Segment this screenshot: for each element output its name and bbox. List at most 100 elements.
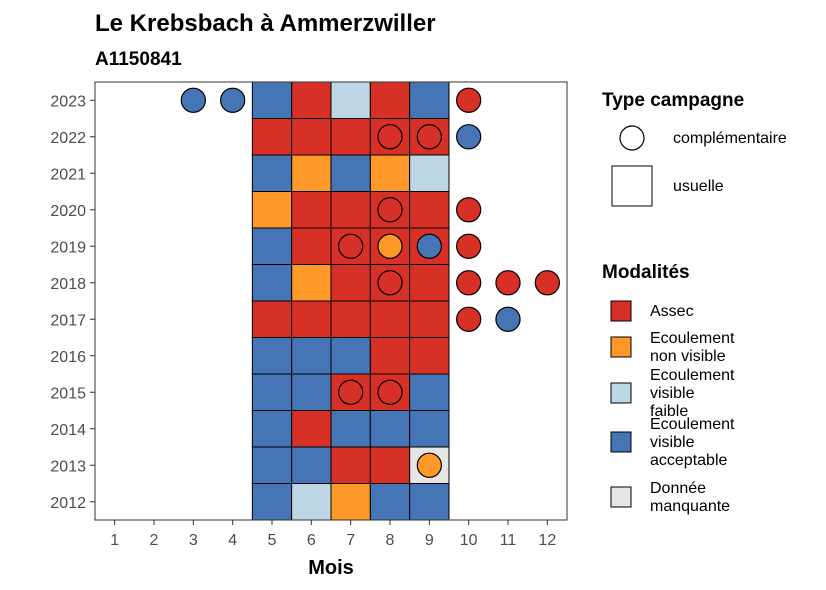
point-2018-8 (377, 270, 403, 296)
tile-2020-7 (330, 191, 371, 229)
x-tick-label: 4 (228, 532, 237, 549)
point-2022-8 (377, 124, 403, 150)
legend-label-modalite: faible (650, 403, 688, 420)
point-2023-3 (180, 87, 206, 113)
tile-2017-9 (409, 300, 450, 338)
x-tick-label: 2 (150, 532, 159, 549)
tile-2014-6 (291, 410, 332, 448)
x-tick-label: 6 (307, 532, 316, 549)
tile-2021-9 (409, 154, 450, 192)
tile-2018-6 (291, 264, 332, 302)
legend-label-modalite: Assec (650, 303, 694, 320)
tile-2016-5 (251, 337, 293, 375)
tile-2014-7 (330, 410, 371, 448)
y-tick-label: 2017 (50, 312, 86, 329)
tile-2012-5 (251, 483, 293, 521)
tile-2015-6 (291, 373, 332, 411)
legend-label-modalite: manquante (650, 498, 730, 515)
tile-2013-5 (251, 446, 293, 484)
tile-2019-6 (291, 227, 332, 265)
point-2022-9 (416, 124, 442, 150)
tile-2023-9 (409, 81, 450, 119)
tile-2014-9 (409, 410, 450, 448)
x-tick-label: 3 (189, 532, 198, 549)
panel-border (94, 81, 568, 521)
legend: Type campagne complémentaire usuelle Modali… (602, 90, 787, 515)
x-tick-label: 8 (386, 532, 395, 549)
point-2017-10 (456, 306, 482, 332)
legend-label-modalite: visible (650, 434, 695, 451)
tile-2016-7 (330, 337, 371, 375)
tile-2018-5 (251, 264, 293, 302)
y-tick-label: 2013 (50, 458, 86, 475)
y-tick-label: 2012 (50, 495, 86, 512)
tile-2012-7 (330, 483, 371, 521)
point-2020-8 (377, 197, 403, 223)
tile-2013-6 (291, 446, 332, 484)
tile-2017-7 (330, 300, 371, 338)
tile-2017-5 (251, 300, 293, 338)
y-tick-label: 2022 (50, 130, 86, 147)
legend-campagne-title: Type campagne (602, 90, 744, 111)
legend-key-modalite (610, 431, 632, 453)
tile-2023-6 (291, 81, 332, 119)
tile-2014-8 (369, 410, 411, 448)
legend-key-usuelle (611, 165, 653, 207)
y-tick-label: 2015 (50, 385, 86, 402)
legend-label-complementaire: complémentaire (673, 130, 787, 147)
tile-2013-8 (369, 446, 411, 484)
tile-2016-8 (369, 337, 411, 375)
point-2015-7 (338, 379, 364, 405)
legend-modalites-title: Modalités (602, 262, 690, 283)
point-2018-11 (495, 270, 521, 296)
point-2020-10 (456, 197, 482, 223)
y-tick-label: 2016 (50, 349, 86, 366)
tile-2023-8 (369, 81, 411, 119)
x-tick-label: 11 (500, 532, 517, 549)
legend-label-modalite: acceptable (650, 452, 727, 469)
legend-key-modalite (610, 382, 632, 404)
legend-key-modalite (610, 300, 632, 322)
tile-2020-9 (409, 191, 450, 229)
tile-2021-8 (369, 154, 411, 192)
legend-label-modalite: visible (650, 385, 695, 402)
legend-key-complementaire (619, 125, 645, 151)
x-tick-label: 7 (346, 532, 355, 549)
x-tick-label: 5 (268, 532, 277, 549)
legend-label-modalite: Donnée (650, 480, 706, 497)
tile-2023-5 (251, 81, 293, 119)
tile-2019-5 (251, 227, 293, 265)
tile-2015-5 (251, 373, 293, 411)
point-2018-12 (534, 270, 560, 296)
tile-2020-5 (251, 191, 293, 229)
point-2017-11 (495, 306, 521, 332)
x-tick-label: 1 (110, 532, 119, 549)
tile-2013-7 (330, 446, 371, 484)
tile-2016-6 (291, 337, 332, 375)
tile-2017-6 (291, 300, 332, 338)
tile-2018-7 (330, 264, 371, 302)
point-2022-10 (456, 124, 482, 150)
tile-2012-9 (409, 483, 450, 521)
legend-label-modalite: Ecoulement (650, 330, 735, 347)
plot-area: 1 2 3 4 5 6 7 8 9 10 11 122012201320142015201620172… (50, 81, 568, 549)
tile-2023-7 (330, 81, 371, 119)
tile-2015-9 (409, 373, 450, 411)
point-2019-7 (338, 233, 364, 259)
tile-2021-7 (330, 154, 371, 192)
tile-2014-5 (251, 410, 293, 448)
point-2018-10 (456, 270, 482, 296)
tile-2012-8 (369, 483, 411, 521)
point-2019-10 (456, 233, 482, 259)
tile-2016-9 (409, 337, 450, 375)
chart-subtitle: A1150841 (95, 49, 182, 70)
point-2013-9 (416, 452, 442, 478)
y-tick-label: 2021 (50, 166, 86, 183)
tile-2020-6 (291, 191, 332, 229)
tile-2022-7 (330, 118, 371, 156)
legend-label-usuelle: usuelle (673, 178, 724, 195)
point-2015-8 (377, 379, 403, 405)
tile-2021-5 (251, 154, 293, 192)
legend-key-modalite (610, 336, 632, 358)
